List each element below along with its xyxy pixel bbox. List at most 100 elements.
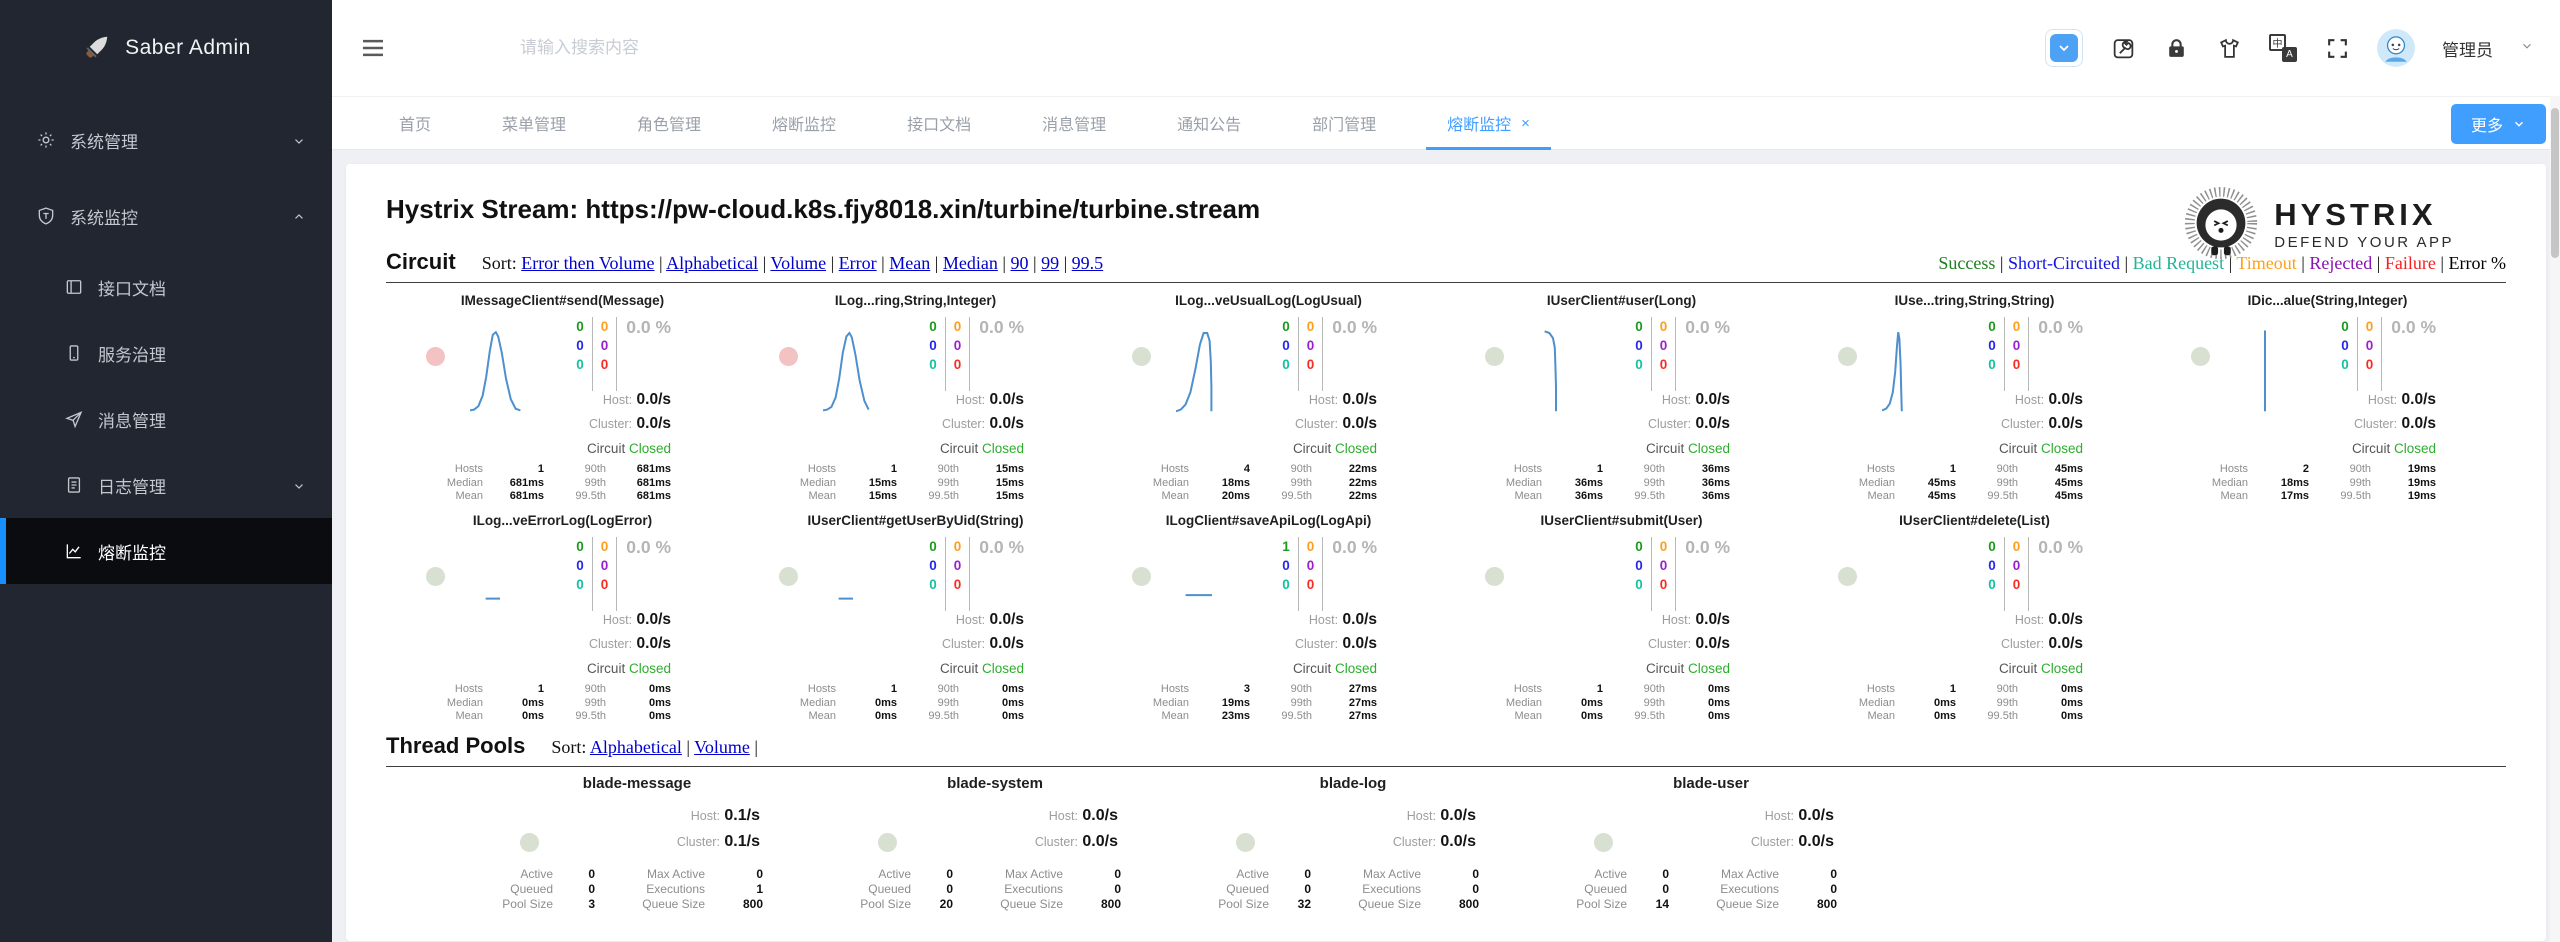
host-rate-value: 0.0/s (2048, 391, 2083, 408)
language-icon[interactable]: 中 A (2269, 34, 2297, 62)
lock-icon[interactable] (2163, 35, 2189, 61)
p99-value: 19ms (2407, 476, 2436, 489)
rejected-count: 0 (953, 558, 962, 573)
circuit-card: IUse...tring,String,String) 0 0 0 (1798, 291, 2151, 502)
tab-menu-mgmt[interactable]: 菜单管理 (475, 96, 593, 150)
search-input[interactable] (520, 38, 950, 58)
failure-count: 0 (1659, 357, 1668, 372)
fullscreen-icon[interactable] (2324, 35, 2350, 61)
executions-value: 1 (756, 882, 763, 896)
host-label: Host: (2014, 613, 2045, 627)
scrollbar-thumb[interactable] (2551, 108, 2559, 258)
username[interactable]: 管理员 (2442, 40, 2493, 60)
content-area: Hystrix Stream: https://pw-cloud.k8s.fjy… (332, 150, 2560, 941)
sidebar-item-circuit-monitor[interactable]: 熔断监控 (0, 518, 332, 584)
cluster-rate-value: 0.0/s (636, 635, 671, 652)
sidebar-item-message-mgmt[interactable]: 消息管理 (0, 386, 332, 452)
sidebar-item-system-mgmt[interactable]: 系统管理 (0, 102, 332, 178)
sort-link[interactable]: Mean (889, 253, 931, 273)
short-circuited-count: 0 (1635, 338, 1643, 353)
legend-item: Success (1938, 253, 1996, 273)
circuit-name: IUserClient#delete(List) (1899, 513, 2050, 528)
hosts-value: 1 (537, 683, 544, 695)
circuit-name: IUse...tring,String,String) (1894, 293, 2055, 308)
timeout-count: 0 (2365, 319, 2374, 334)
success-count: 0 (1282, 319, 1290, 334)
bad-request-count: 0 (929, 357, 937, 372)
theme-tshirt-icon[interactable] (2216, 35, 2242, 61)
close-icon[interactable]: × (1521, 114, 1530, 132)
circuit-stats: Hosts 1 90th 15ms Median 15ms 99th 15ms Mean 15… (739, 463, 1024, 504)
active-label: Active (1236, 867, 1269, 881)
hosts-label: Hosts (454, 463, 483, 475)
sidebar-item-system-monitor[interactable]: 系统监控 (0, 178, 332, 254)
cluster-rate-value: 0.0/s (1798, 833, 1834, 850)
cluster-rate-value: 0.0/s (636, 415, 671, 432)
error-percent: 0.0 % (626, 537, 671, 557)
success-count: 0 (1635, 539, 1643, 554)
circuit-stats: Hosts 1 90th 0ms Median 0ms 99th 0ms Mean 0ms 99… (1445, 683, 1730, 724)
error-percent: 0.0 % (1332, 317, 1377, 337)
sort-link[interactable]: Alphabetical (589, 737, 682, 757)
latency-sparkline (1529, 547, 1589, 633)
tab-role-mgmt[interactable]: 角色管理 (610, 96, 728, 150)
success-count: 0 (2341, 319, 2349, 334)
host-label: Host: (1661, 393, 1692, 407)
queued-value: 0 (946, 882, 953, 896)
tab-notice[interactable]: 通知公告 (1150, 96, 1268, 150)
tab-home[interactable]: 首页 (372, 96, 458, 150)
menu-collapse-icon[interactable] (358, 33, 388, 63)
sort-link[interactable]: 99.5 (1071, 253, 1104, 273)
sidebar-item-log-mgmt[interactable]: 日志管理 (0, 452, 332, 518)
tab-dept-mgmt[interactable]: 部门管理 (1285, 96, 1403, 150)
hosts-label: Hosts (807, 683, 836, 695)
bad-request-count: 0 (929, 577, 937, 592)
hosts-value: 3 (1243, 683, 1250, 695)
host-label: Host: (1764, 809, 1794, 823)
queued-value: 0 (1304, 882, 1311, 896)
more-label: 更多 (2470, 118, 2503, 135)
hosts-label: Hosts (1513, 463, 1542, 475)
circuit-card: IUserClient#delete(List) 0 0 0 (1798, 511, 2151, 722)
p99-value: 0ms (1707, 696, 1730, 709)
avatar[interactable] (2377, 29, 2415, 67)
sort-link[interactable]: Volume (694, 737, 750, 757)
p90-label: 90th (1643, 683, 1665, 695)
tool-icon[interactable] (2110, 35, 2136, 61)
sort-link[interactable]: Error then Volume (521, 253, 655, 273)
short-circuited-count: 0 (1988, 338, 1996, 353)
sort-link[interactable]: 90 (1010, 253, 1029, 273)
tab-circuit-monitor[interactable]: 熔断监控 (745, 96, 863, 150)
sidebar-item-api-docs[interactable]: 接口文档 (0, 254, 332, 320)
legend-item: Bad Request (2132, 253, 2225, 273)
latency-sparkline (470, 327, 530, 413)
hosts-value: 1 (1596, 463, 1603, 475)
mean-label: Mean (1514, 490, 1542, 502)
legend-item: Short-Circuited (2007, 253, 2120, 273)
tab-circuit-monitor-active[interactable]: 熔断监控 × (1420, 96, 1557, 150)
host-label: Host: (2367, 393, 2398, 407)
circuit-status-label: Circuit (586, 661, 626, 676)
sort-link[interactable]: Error (838, 253, 877, 273)
cluster-rate-value: 0.0/s (1342, 635, 1377, 652)
host-rate-value: 0.0/s (989, 611, 1024, 628)
mean-value: 0ms (874, 710, 897, 722)
p995-value: 27ms (1348, 710, 1377, 722)
sort-link[interactable]: Volume (770, 253, 827, 273)
chevron-down-icon[interactable] (2520, 39, 2534, 58)
more-button[interactable]: 更多 (2450, 104, 2546, 144)
sidebar-item-service-governance[interactable]: 服务治理 (0, 320, 332, 386)
sidebar-item-label: 熔断监控 (98, 543, 166, 563)
pool-stats: Active 0 Max Active 0 Queued 0 Executions 0 Po… (816, 867, 1121, 912)
sort-link[interactable]: 99 (1041, 253, 1060, 273)
circuit-stats: Hosts 1 90th 0ms Median 0ms 99th 0ms Mean 0ms 99… (386, 683, 671, 724)
sort-link[interactable]: Median (942, 253, 998, 273)
tab-message-mgmt[interactable]: 消息管理 (1015, 96, 1133, 150)
median-label: Median (799, 696, 836, 709)
active-label: Active (878, 867, 911, 881)
sort-link[interactable]: Alphabetical (666, 253, 759, 273)
debug-toggle-button[interactable] (2045, 29, 2083, 67)
host-rate-value: 0.0/s (2048, 611, 2083, 628)
rejected-count: 0 (1306, 558, 1315, 573)
tab-api-docs[interactable]: 接口文档 (880, 96, 998, 150)
